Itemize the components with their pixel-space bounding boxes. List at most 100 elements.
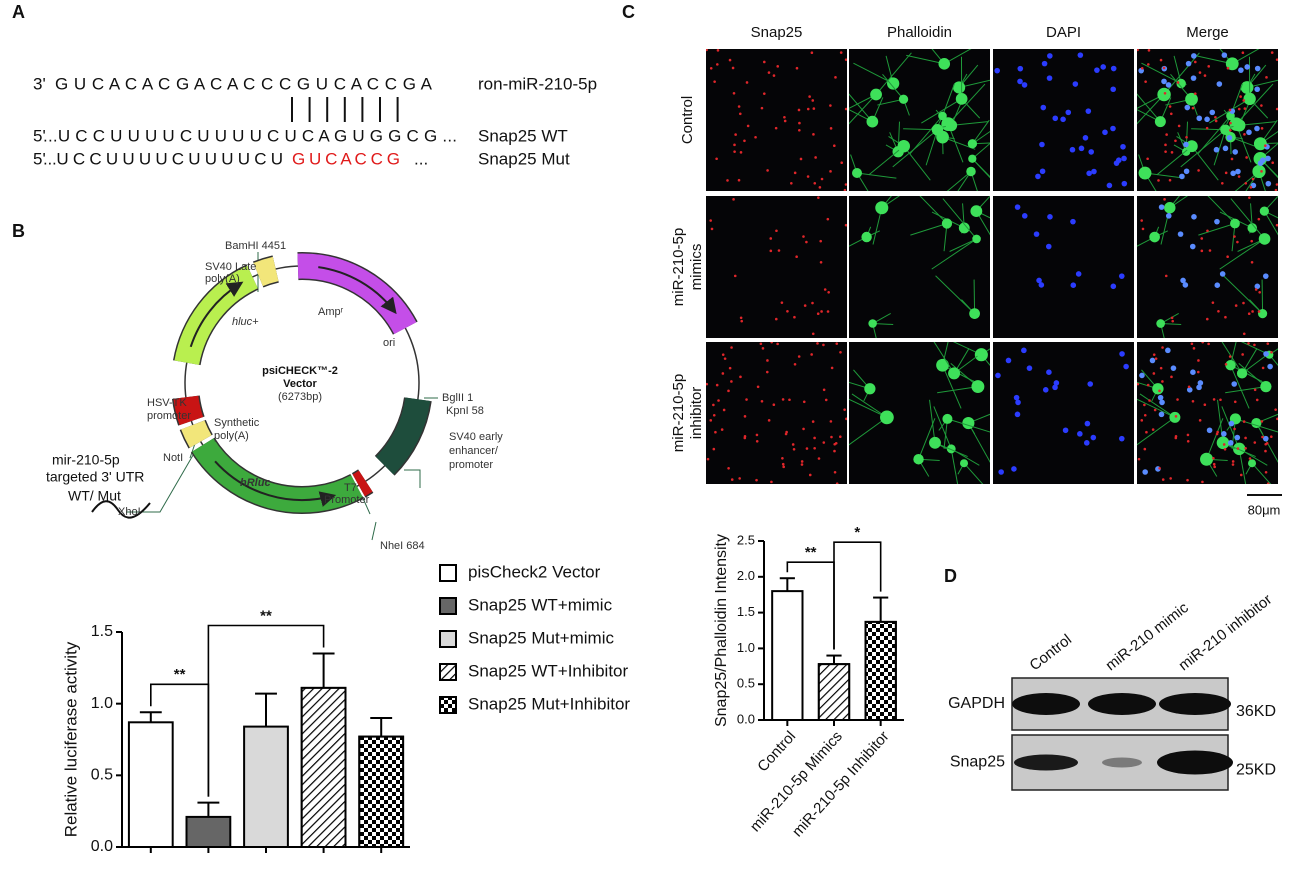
neurite [1234,171,1260,191]
nucleus [1086,170,1092,177]
nucleus [1041,60,1048,67]
puncta [1276,417,1278,421]
nucleus [1090,434,1097,441]
puncta [1253,441,1257,444]
nucleus [1263,351,1269,357]
bar [771,590,804,721]
nucleus [1046,369,1052,376]
plasmid-size: (6273bp) [278,391,322,403]
micrograph-content [1137,196,1278,338]
puncta [1247,312,1251,315]
puncta [1161,478,1165,481]
puncta [728,58,732,62]
plasmid-label: SV40 early [449,431,503,443]
puncta [834,76,837,79]
puncta [1224,362,1228,366]
puncta [819,239,823,243]
puncta [1157,179,1160,182]
puncta [1261,435,1264,439]
puncta [1253,388,1257,392]
nucleus [1072,81,1079,87]
puncta [839,351,842,354]
y-tick-label: 2.5 [737,532,755,547]
puncta [793,362,797,366]
nucleus [1235,168,1241,175]
puncta [1186,478,1189,482]
puncta [1164,143,1167,147]
neurite [1137,398,1176,418]
puncta [805,240,808,244]
cell-body [1240,81,1254,94]
neurite [1137,381,1159,390]
puncta [706,49,708,52]
puncta [1226,255,1229,259]
puncta [762,92,766,95]
cell-body [946,444,956,454]
y-tick-label: 1.0 [91,695,113,712]
cell-body [1225,359,1236,371]
puncta [827,291,830,294]
neurite [856,172,869,191]
nucleus [1161,78,1167,85]
puncta [740,319,744,323]
nucleus [1180,277,1186,284]
puncta [839,435,842,439]
puncta [720,428,724,431]
wt-name: Snap25 WT [478,126,568,145]
nucleus [1254,65,1261,72]
cell-body [931,124,944,136]
neurite [1268,354,1278,366]
puncta [822,343,825,347]
micrograph-content [849,196,990,338]
micrograph [706,196,847,338]
nucleus [1226,134,1233,141]
puncta [1254,288,1258,291]
puncta [781,456,784,460]
neurite [931,238,977,270]
neurite [1219,49,1233,65]
puncta [1236,240,1239,244]
puncta [829,420,833,423]
puncta [826,310,830,313]
puncta [1161,346,1164,349]
neurite [1180,129,1226,168]
puncta [765,370,769,374]
column-header: Merge [1186,24,1229,41]
plasmid-label: SV40 Late [205,261,256,273]
puncta [1152,353,1156,356]
micrograph-bg [706,49,847,191]
plasmid-label: promoter [147,410,191,422]
band [1102,757,1142,768]
column-header: Phalloidin [887,24,952,41]
cell-body [1259,206,1269,216]
neurite [971,142,990,160]
puncta [1274,408,1277,411]
nucleus [1190,369,1196,376]
puncta [1264,449,1267,453]
nucleus [1036,277,1042,284]
puncta [727,389,730,393]
lane-label: Control [1026,631,1075,674]
puncta [1265,76,1268,79]
plasmid-label: hluc+ [232,316,259,328]
mirna-name: ron-miR-210-5p [478,74,597,93]
nucleus [1165,82,1172,88]
neurite [937,386,978,394]
puncta [1146,383,1150,387]
bar-pattern [864,620,897,722]
micrograph [706,49,847,191]
nucleus [1026,365,1033,371]
puncta [739,375,742,379]
nucleus [1078,145,1085,152]
base-pairs [291,97,399,122]
seq-end: 5' [33,149,46,168]
neurite [942,198,977,240]
puncta [1198,419,1202,422]
puncta [1217,309,1220,313]
puncta [717,399,720,402]
puncta [806,175,810,178]
neurite [1260,130,1278,145]
puncta [1260,104,1263,107]
puncta [737,178,741,182]
legend-swatch [439,630,457,648]
